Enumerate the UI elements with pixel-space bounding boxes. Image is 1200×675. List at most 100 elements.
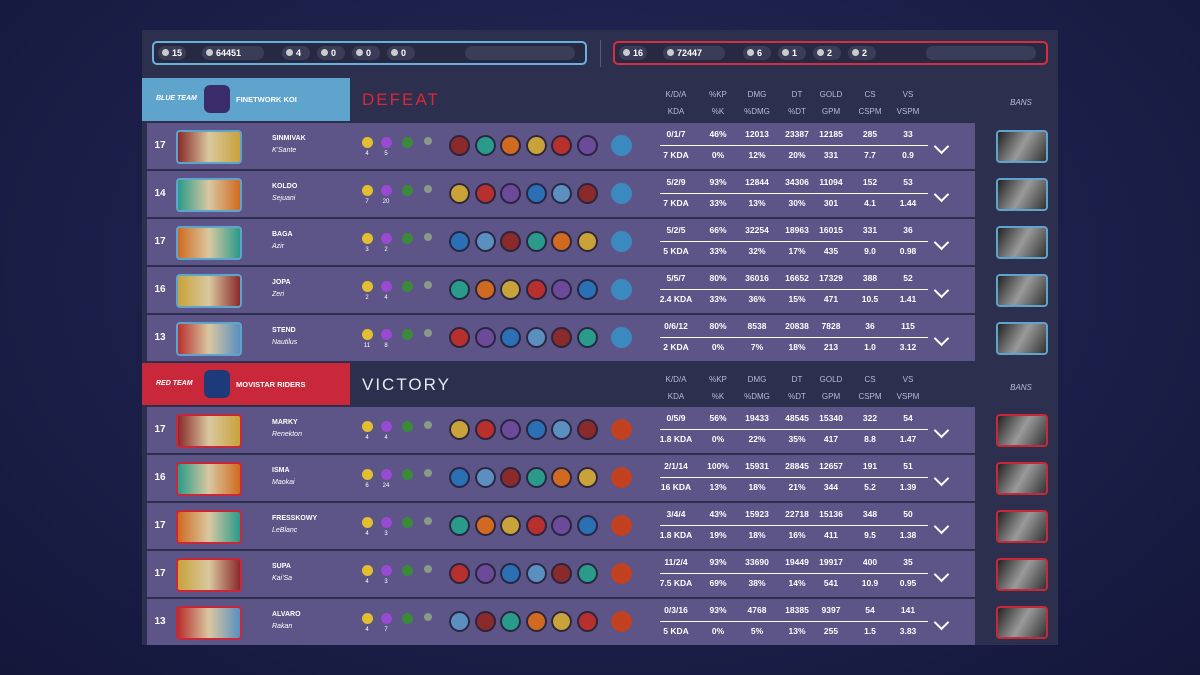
stat-ratio: 36% bbox=[748, 294, 766, 304]
champion-portrait bbox=[176, 322, 242, 356]
champ-strip bbox=[465, 46, 575, 60]
item-icon bbox=[576, 135, 598, 156]
stat-ratio: 541 bbox=[823, 578, 839, 588]
item-icon bbox=[551, 611, 572, 632]
stat-value: 50 bbox=[903, 509, 913, 519]
stat-value: 46% bbox=[709, 129, 727, 139]
stat-divider bbox=[660, 525, 928, 526]
stat-value: 36016 bbox=[745, 273, 769, 283]
stat-value: 2/1/14 bbox=[664, 461, 688, 471]
col-header: %KP bbox=[709, 90, 727, 99]
rune-icon bbox=[424, 613, 432, 621]
col-subheader: KDA bbox=[667, 392, 685, 401]
rune-count: 4 bbox=[365, 531, 369, 537]
stat-ratio: 0% bbox=[711, 434, 725, 444]
stat-value: 12657 bbox=[819, 461, 843, 471]
champion-name: Sejuani bbox=[272, 195, 296, 202]
stat-value: 285 bbox=[862, 129, 878, 139]
stat-ratio: 1.5 bbox=[864, 626, 876, 636]
stat-icon bbox=[321, 49, 328, 56]
stat-value: 100% bbox=[707, 461, 729, 471]
stat-ratio: 33% bbox=[709, 294, 727, 304]
col-subheader: VSPM bbox=[896, 392, 920, 401]
ban-portrait bbox=[996, 322, 1048, 355]
item-icon bbox=[500, 327, 521, 348]
team-logo bbox=[204, 85, 230, 113]
rune-icon bbox=[402, 281, 413, 292]
stat-value: 16652 bbox=[785, 273, 809, 283]
rune-count: 4 bbox=[384, 295, 388, 301]
stat-ratio: 3.83 bbox=[899, 626, 917, 636]
trinket-icon bbox=[611, 327, 632, 348]
stat-icon bbox=[623, 49, 630, 56]
item-icon bbox=[576, 327, 598, 348]
rune-icon bbox=[424, 469, 432, 477]
col-header: DT bbox=[791, 375, 803, 384]
stat-ratio: 1.38 bbox=[899, 530, 917, 540]
stat-icon bbox=[162, 49, 169, 56]
summary-kills: 16 bbox=[633, 48, 644, 58]
stat-ratio: 12% bbox=[748, 150, 766, 160]
rune-icon bbox=[402, 565, 413, 576]
champion-portrait bbox=[176, 226, 242, 260]
stat-ratio: 18% bbox=[748, 482, 766, 492]
stat-ratio: 411 bbox=[824, 530, 838, 540]
col-header: K/D/A bbox=[665, 375, 687, 384]
stat-value: 15136 bbox=[819, 509, 843, 519]
stat-value: 400 bbox=[862, 557, 878, 567]
rune-icon bbox=[381, 469, 392, 480]
stat-ratio: 7 KDA bbox=[663, 198, 689, 208]
player-name: ISMA bbox=[272, 467, 290, 474]
stat-divider bbox=[660, 337, 928, 338]
item-icon bbox=[551, 515, 572, 536]
summary-inhibitors: 0 bbox=[331, 48, 337, 58]
champion-name: K'Sante bbox=[272, 147, 297, 154]
stat-divider bbox=[660, 573, 928, 574]
champion-portrait bbox=[176, 414, 242, 448]
stat-value: 322 bbox=[862, 413, 878, 423]
stat-ratio: 69% bbox=[709, 578, 727, 588]
stat-ratio: 0.95 bbox=[899, 578, 917, 588]
stat-ratio: 2 KDA bbox=[663, 342, 689, 352]
item-icon bbox=[474, 611, 496, 632]
team-badge bbox=[142, 363, 350, 405]
stat-ratio: 16% bbox=[788, 530, 806, 540]
stat-ratio: 331 bbox=[823, 150, 839, 160]
item-icon bbox=[474, 327, 496, 348]
stat-icon bbox=[817, 49, 824, 56]
col-subheader: %DMG bbox=[744, 107, 770, 116]
ban-portrait bbox=[996, 274, 1048, 307]
stat-value: 23387 bbox=[785, 129, 809, 139]
rune-icon bbox=[381, 233, 392, 244]
player-name: BAGA bbox=[272, 231, 293, 238]
rune-icon bbox=[381, 613, 392, 624]
col-subheader: %K bbox=[711, 107, 725, 116]
stat-value: 0/3/16 bbox=[664, 605, 688, 615]
item-icon bbox=[576, 467, 598, 488]
rune-icon bbox=[362, 281, 373, 292]
stat-divider bbox=[660, 477, 928, 478]
stat-value: 35 bbox=[903, 557, 913, 567]
champion-portrait bbox=[176, 274, 242, 308]
rune-icon bbox=[424, 233, 432, 241]
stat-ratio: 417 bbox=[823, 434, 839, 444]
stat-ratio: 13% bbox=[788, 626, 806, 636]
rune-count: 20 bbox=[382, 199, 390, 205]
stat-value: 12185 bbox=[819, 129, 843, 139]
rune-icon bbox=[381, 281, 392, 292]
stat-ratio: 9.0 bbox=[864, 246, 876, 256]
stat-ratio: 1.47 bbox=[899, 434, 917, 444]
rune-count: 4 bbox=[365, 579, 369, 585]
item-icon bbox=[525, 515, 547, 536]
rune-icon bbox=[402, 517, 413, 528]
stat-value: 12013 bbox=[745, 129, 769, 139]
rune-count: 11 bbox=[363, 343, 371, 349]
stat-value: 80% bbox=[709, 273, 727, 283]
rune-icon bbox=[362, 137, 373, 148]
player-level: 17 bbox=[154, 140, 166, 151]
item-icon bbox=[576, 515, 598, 536]
stat-value: 56% bbox=[709, 413, 727, 423]
stat-value: 28845 bbox=[785, 461, 809, 471]
stat-ratio: 1.0 bbox=[864, 342, 876, 352]
col-header: CS bbox=[864, 375, 876, 384]
